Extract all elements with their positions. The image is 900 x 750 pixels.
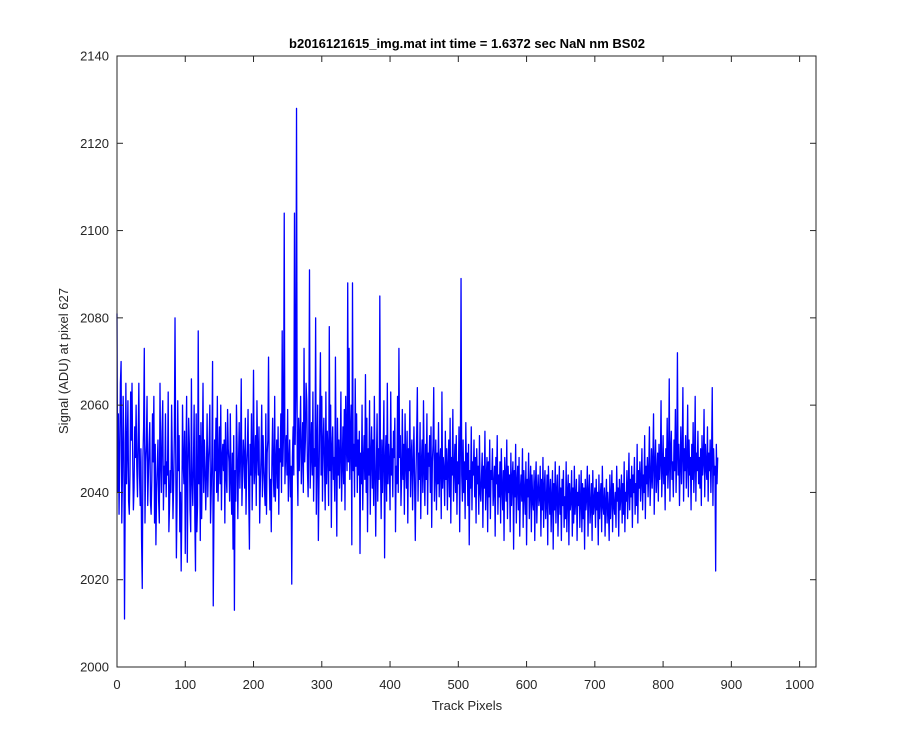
- plot-area: [117, 56, 816, 667]
- x-tick-label-9: 900: [721, 677, 743, 692]
- series-group: [116, 107, 719, 620]
- plot-background: [117, 56, 816, 667]
- x-tick-label-8: 800: [652, 677, 674, 692]
- y-tick-label-2: 2040: [80, 485, 109, 500]
- y-tick-label-1: 2020: [80, 572, 109, 587]
- x-tick-label-2: 200: [243, 677, 265, 692]
- x-axis-label: Track Pixels: [432, 698, 503, 713]
- series-line-0: [116, 107, 719, 620]
- x-tick-label-7: 700: [584, 677, 606, 692]
- y-tick-label-5: 2100: [80, 223, 109, 238]
- y-axis: 2000 2020 2040 2060 2080 2100 2120 2140: [80, 49, 816, 675]
- x-tick-label-10: 1000: [785, 677, 814, 692]
- x-tick-label-6: 600: [516, 677, 538, 692]
- x-tick-label-3: 300: [311, 677, 333, 692]
- y-axis-label: Signal (ADU) at pixel 627: [56, 288, 71, 434]
- y-tick-label-6: 2120: [80, 136, 109, 151]
- y-tick-label-4: 2080: [80, 310, 109, 325]
- x-tick-label-5: 500: [447, 677, 469, 692]
- plot-box: [116, 55, 817, 668]
- chart-title: b2016121615_img.mat int time = 1.6372 se…: [289, 36, 645, 51]
- y-tick-label-0: 2000: [80, 660, 109, 675]
- x-tick-label-0: 0: [113, 677, 120, 692]
- x-axis: 0 100 200 300 400 500 600 700 800 900 1000: [113, 56, 814, 692]
- y-tick-label-3: 2060: [80, 398, 109, 413]
- x-tick-label-4: 400: [379, 677, 401, 692]
- x-tick-label-1: 100: [174, 677, 196, 692]
- y-tick-label-7: 2140: [80, 49, 109, 64]
